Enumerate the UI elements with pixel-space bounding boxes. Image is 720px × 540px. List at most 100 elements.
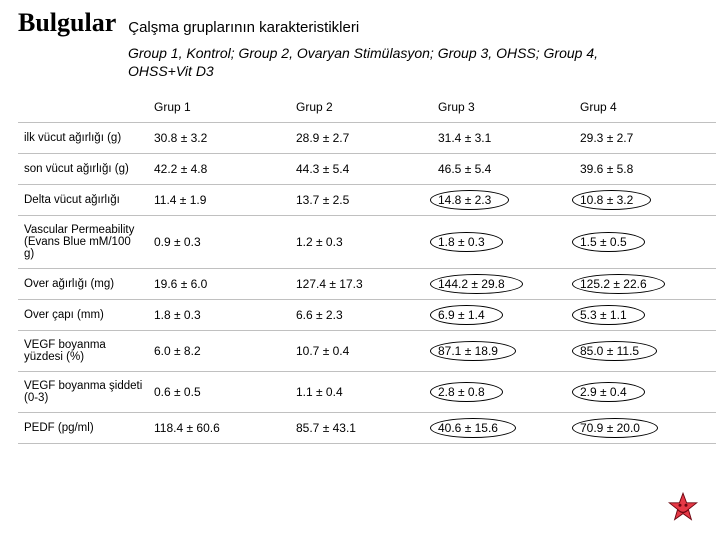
value: 46.5 ± 5.4 <box>438 162 491 176</box>
row-label: VEGF boyanma yüzdesi (%) <box>18 331 148 372</box>
table-cell: 29.3 ± 2.7 <box>574 123 716 154</box>
value: 28.9 ± 2.7 <box>296 131 349 145</box>
table-row: VEGF boyanma şiddeti (0-3) 0.6 ± 0.5 1.1 ±… <box>18 372 716 413</box>
value: 44.3 ± 5.4 <box>296 162 349 176</box>
characteristics-table: Grup 1 Grup 2 Grup 3 Grup 4 ilk vücut ağ… <box>18 92 716 444</box>
value: 1.1 ± 0.4 <box>296 385 343 399</box>
table-row: VEGF boyanma yüzdesi (%)6.0 ± 8.2 10.7 ± … <box>18 331 716 372</box>
table-cell: 13.7 ± 2.5 <box>290 185 432 216</box>
table-cell: 125.2 ± 22.6 <box>574 269 716 300</box>
circled-value: 85.0 ± 11.5 <box>580 344 639 358</box>
table-row: ilk vücut ağırlığı (g) 30.8 ± 3.2 28.9 ± 2… <box>18 123 716 154</box>
table-row: PEDF (pg/ml) 118.4 ± 60.6 85.7 ± 43.1 40.6 … <box>18 413 716 444</box>
table-row: Vascular Permeability (Evans Blue mM/100… <box>18 216 716 269</box>
value: 39.6 ± 5.8 <box>580 162 633 176</box>
col-header-3: Grup 3 <box>432 92 574 123</box>
value: 85.7 ± 43.1 <box>296 421 356 435</box>
row-label: VEGF boyanma şiddeti (0-3) <box>18 372 148 413</box>
table-cell: 1.1 ± 0.4 <box>290 372 432 413</box>
table-cell: 39.6 ± 5.8 <box>574 154 716 185</box>
value: 1.2 ± 0.3 <box>296 235 343 249</box>
value: 11.4 ± 1.9 <box>154 193 206 207</box>
table-header-row: Grup 1 Grup 2 Grup 3 Grup 4 <box>18 92 716 123</box>
table-cell: 11.4 ± 1.9 <box>148 185 290 216</box>
circled-value: 144.2 ± 29.8 <box>438 277 505 291</box>
table-row: Delta vücut ağırlığı 11.4 ± 1.9 13.7 ± 2.5… <box>18 185 716 216</box>
table-cell: 31.4 ± 3.1 <box>432 123 574 154</box>
table-cell: 2.9 ± 0.4 <box>574 372 716 413</box>
value: 0.9 ± 0.3 <box>154 235 201 249</box>
col-header-2: Grup 2 <box>290 92 432 123</box>
table-cell: 1.2 ± 0.3 <box>290 216 432 269</box>
table-cell: 10.8 ± 3.2 <box>574 185 716 216</box>
row-label: Vascular Permeability (Evans Blue mM/100… <box>18 216 148 269</box>
row-label: Over çapı (mm) <box>18 300 148 331</box>
table-cell: 40.6 ± 15.6 <box>432 413 574 444</box>
circled-value: 125.2 ± 22.6 <box>580 277 647 291</box>
row-label: Delta vücut ağırlığı <box>18 185 148 216</box>
value: 13.7 ± 2.5 <box>296 193 349 207</box>
circled-value: 1.5 ± 0.5 <box>580 235 627 249</box>
row-label: ilk vücut ağırlığı (g) <box>18 123 148 154</box>
table-cell: 1.5 ± 0.5 <box>574 216 716 269</box>
circled-value: 2.9 ± 0.4 <box>580 385 627 399</box>
value: 19.6 ± 6.0 <box>154 277 207 291</box>
table-cell: 6.9 ± 1.4 <box>432 300 574 331</box>
circled-value: 40.6 ± 15.6 <box>438 421 498 435</box>
table-cell: 87.1 ± 18.9 <box>432 331 574 372</box>
group-caption: Group 1, Kontrol; Group 2, Ovaryan Stimü… <box>128 44 648 80</box>
table-row: Over çapı (mm) 1.8 ± 0.3 6.6 ± 2.3 6.9 ± 1.… <box>18 300 716 331</box>
col-header-1: Grup 1 <box>148 92 290 123</box>
row-label: son vücut ağırlığı (g) <box>18 154 148 185</box>
table-cell: 44.3 ± 5.4 <box>290 154 432 185</box>
table-cell: 85.0 ± 11.5 <box>574 331 716 372</box>
table-cell: 144.2 ± 29.8 <box>432 269 574 300</box>
value: 0.6 ± 0.5 <box>154 385 201 399</box>
circled-value: 6.9 ± 1.4 <box>438 308 485 322</box>
table-row: Over ağırlığı (mg) 19.6 ± 6.0 127.4 ± 17.3… <box>18 269 716 300</box>
table-cell: 6.6 ± 2.3 <box>290 300 432 331</box>
table-cell: 46.5 ± 5.4 <box>432 154 574 185</box>
table-cell: 1.8 ± 0.3 <box>148 300 290 331</box>
value: 1.8 ± 0.3 <box>154 308 201 322</box>
row-label: PEDF (pg/ml) <box>18 413 148 444</box>
table-row: son vücut ağırlığı (g) 42.2 ± 4.8 44.3 ± 5… <box>18 154 716 185</box>
table-cell: 28.9 ± 2.7 <box>290 123 432 154</box>
table-cell: 42.2 ± 4.8 <box>148 154 290 185</box>
circled-value: 14.8 ± 2.3 <box>438 193 491 207</box>
circled-value: 5.3 ± 1.1 <box>580 308 627 322</box>
value: 10.7 ± 0.4 <box>296 344 349 358</box>
table-cell: 70.9 ± 20.0 <box>574 413 716 444</box>
value: 31.4 ± 3.1 <box>438 131 491 145</box>
value: 6.6 ± 2.3 <box>296 308 343 322</box>
value: 42.2 ± 4.8 <box>154 162 207 176</box>
table-cell: 85.7 ± 43.1 <box>290 413 432 444</box>
circled-value: 1.8 ± 0.3 <box>438 235 485 249</box>
table-cell: 118.4 ± 60.6 <box>148 413 290 444</box>
table-cell: 14.8 ± 2.3 <box>432 185 574 216</box>
value: 118.4 ± 60.6 <box>154 421 220 435</box>
circled-value: 70.9 ± 20.0 <box>580 421 640 435</box>
table-cell: 0.9 ± 0.3 <box>148 216 290 269</box>
table-cell: 127.4 ± 17.3 <box>290 269 432 300</box>
table-cell: 1.8 ± 0.3 <box>432 216 574 269</box>
col-header-empty <box>18 92 148 123</box>
table-cell: 10.7 ± 0.4 <box>290 331 432 372</box>
page-title: Bulgular <box>18 8 116 38</box>
value: 127.4 ± 17.3 <box>296 277 363 291</box>
table-cell: 5.3 ± 1.1 <box>574 300 716 331</box>
col-header-4: Grup 4 <box>574 92 716 123</box>
circled-value: 10.8 ± 3.2 <box>580 193 633 207</box>
row-label: Over ağırlığı (mg) <box>18 269 148 300</box>
star-icon <box>668 492 698 522</box>
header-row: Bulgular Çalşma gruplarının karakteristi… <box>18 8 702 38</box>
table-cell: 30.8 ± 3.2 <box>148 123 290 154</box>
page-subtitle: Çalşma gruplarının karakteristikleri <box>128 19 359 38</box>
circled-value: 87.1 ± 18.9 <box>438 344 498 358</box>
value: 30.8 ± 3.2 <box>154 131 207 145</box>
circled-value: 2.8 ± 0.8 <box>438 385 485 399</box>
table-cell: 19.6 ± 6.0 <box>148 269 290 300</box>
value: 29.3 ± 2.7 <box>580 131 633 145</box>
table-cell: 6.0 ± 8.2 <box>148 331 290 372</box>
table-cell: 0.6 ± 0.5 <box>148 372 290 413</box>
